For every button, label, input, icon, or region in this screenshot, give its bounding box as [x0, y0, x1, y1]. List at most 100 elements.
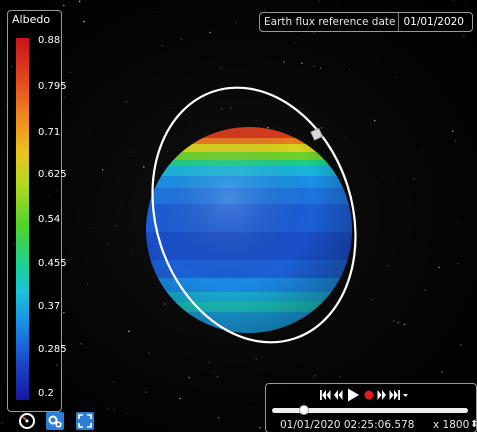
- star: [313, 32, 315, 34]
- star: [114, 409, 116, 411]
- gauge-button[interactable]: [18, 412, 36, 430]
- star: [311, 2, 313, 4]
- time-slider[interactable]: [272, 405, 468, 415]
- flux-reference-date-input[interactable]: [398, 13, 477, 31]
- star: [167, 150, 169, 152]
- star: [457, 221, 459, 223]
- star: [339, 376, 341, 378]
- skip-start-icon[interactable]: [320, 389, 331, 401]
- skip-end-icon[interactable]: [389, 389, 400, 401]
- legend-tick: 0.37: [38, 301, 61, 312]
- flux-reference-date-label: Earth flux reference date: [264, 16, 396, 28]
- speed-stepper[interactable]: ⬍: [470, 419, 477, 430]
- star: [395, 76, 397, 78]
- star: [463, 35, 465, 37]
- star: [295, 42, 296, 44]
- playback-controls: [320, 388, 409, 402]
- star: [6, 105, 7, 107]
- star: [387, 264, 390, 267]
- settings-button[interactable]: [46, 412, 64, 430]
- albedo-bands: [146, 127, 352, 333]
- record-icon[interactable]: [363, 389, 375, 401]
- legend-tick: 0.285: [38, 344, 67, 355]
- star: [131, 252, 133, 254]
- star: [438, 266, 440, 269]
- star: [157, 11, 159, 13]
- chevron-down-icon[interactable]: [402, 389, 409, 401]
- star: [220, 67, 222, 69]
- satellite-marker[interactable]: [310, 127, 324, 141]
- star: [209, 31, 211, 34]
- star: [113, 381, 115, 383]
- star: [320, 127, 323, 129]
- star: [318, 0, 320, 2]
- star: [131, 151, 133, 153]
- albedo-legend: Albedo 0.88 0.795 0.71 0.625 0.54 0.455 …: [7, 10, 67, 412]
- star: [259, 427, 261, 429]
- star: [88, 130, 90, 132]
- star: [83, 20, 85, 23]
- star: [441, 370, 443, 373]
- step-forward-icon[interactable]: [377, 389, 387, 401]
- legend-tick: 0.2: [38, 388, 54, 399]
- star: [189, 122, 190, 123]
- star: [451, 130, 454, 133]
- star: [221, 107, 223, 110]
- star: [426, 245, 427, 246]
- time-player: 01/01/2020 02:25:06.578 x 1800 ⬍: [265, 383, 477, 432]
- star: [458, 262, 460, 264]
- star: [139, 53, 141, 54]
- legend-title: Albedo: [12, 13, 51, 26]
- star: [341, 275, 343, 277]
- star: [283, 61, 285, 63]
- star: [267, 126, 269, 129]
- star: [128, 330, 130, 333]
- star: [297, 36, 299, 38]
- settings-icon: [48, 415, 62, 428]
- star: [80, 15, 81, 17]
- step-back-icon[interactable]: [333, 389, 343, 401]
- star: [188, 376, 190, 379]
- star: [349, 68, 350, 70]
- star: [180, 38, 182, 40]
- star: [371, 298, 373, 300]
- fullscreen-button[interactable]: [76, 412, 94, 430]
- star: [393, 320, 395, 322]
- star: [314, 375, 316, 377]
- star: [161, 44, 163, 47]
- legend-tick: 0.71: [38, 127, 61, 138]
- star: [189, 116, 191, 118]
- star: [95, 227, 96, 229]
- flux-reference-date-panel: Earth flux reference date: [259, 12, 477, 32]
- legend-tick: 0.795: [38, 81, 67, 92]
- star: [107, 243, 109, 245]
- star: [214, 372, 216, 374]
- star: [397, 322, 400, 324]
- star: [423, 148, 425, 150]
- star: [335, 5, 337, 7]
- star: [64, 96, 66, 98]
- star: [264, 9, 265, 11]
- star: [255, 119, 257, 122]
- current-time: 01/01/2020 02:25:06.578: [280, 419, 415, 431]
- star: [230, 107, 232, 109]
- play-icon[interactable]: [345, 388, 361, 402]
- star: [120, 204, 122, 206]
- star: [300, 62, 303, 65]
- orbit-path: [151, 86, 357, 344]
- legend-tick: 0.54: [38, 214, 61, 225]
- star: [382, 177, 384, 179]
- star: [452, 0, 454, 2]
- star: [63, 312, 65, 314]
- star: [164, 303, 166, 305]
- star: [216, 376, 219, 378]
- time-slider-thumb[interactable]: [299, 405, 310, 415]
- star: [126, 412, 128, 414]
- legend-tick: 0.88: [38, 35, 61, 46]
- speed-multiplier[interactable]: x 1800: [433, 419, 470, 431]
- star: [376, 58, 378, 60]
- star: [1, 422, 3, 424]
- star: [78, 0, 81, 3]
